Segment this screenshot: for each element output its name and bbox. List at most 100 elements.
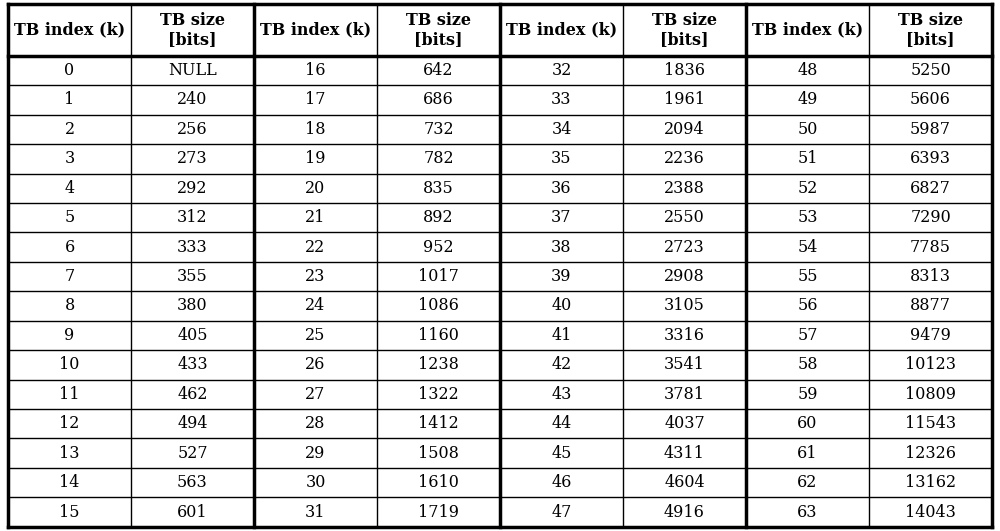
Bar: [131, 174, 254, 203]
Bar: [869, 409, 992, 439]
Text: 380: 380: [177, 297, 208, 314]
Text: 38: 38: [551, 238, 572, 255]
Bar: [623, 468, 746, 498]
Text: TB size
[bits]: TB size [bits]: [898, 12, 963, 48]
Bar: [623, 262, 746, 292]
Text: 5606: 5606: [910, 91, 951, 108]
Bar: [131, 498, 254, 527]
Bar: [8, 350, 131, 380]
Bar: [131, 439, 254, 468]
Text: 1610: 1610: [418, 474, 459, 491]
Bar: [254, 4, 377, 56]
Text: 13: 13: [59, 444, 80, 461]
Bar: [131, 144, 254, 174]
Text: 10809: 10809: [905, 386, 956, 403]
Text: 7290: 7290: [910, 209, 951, 226]
Text: 59: 59: [797, 386, 818, 403]
Bar: [377, 292, 500, 321]
Text: 10: 10: [59, 356, 80, 373]
Text: 20: 20: [305, 179, 326, 196]
Text: 34: 34: [551, 121, 572, 138]
Bar: [500, 85, 623, 115]
Text: 47: 47: [551, 503, 572, 520]
Text: 51: 51: [797, 150, 818, 167]
Bar: [131, 350, 254, 380]
Bar: [254, 292, 377, 321]
Bar: [8, 4, 131, 56]
Bar: [869, 439, 992, 468]
Bar: [869, 350, 992, 380]
Text: 8: 8: [64, 297, 75, 314]
Bar: [869, 85, 992, 115]
Bar: [623, 174, 746, 203]
Text: 782: 782: [423, 150, 454, 167]
Bar: [8, 174, 131, 203]
Bar: [377, 174, 500, 203]
Bar: [869, 4, 992, 56]
Text: 44: 44: [551, 415, 572, 432]
Bar: [500, 498, 623, 527]
Text: 12: 12: [59, 415, 80, 432]
Text: 355: 355: [177, 268, 208, 285]
Bar: [623, 115, 746, 144]
Text: 3: 3: [64, 150, 75, 167]
Text: 4604: 4604: [664, 474, 705, 491]
Bar: [377, 498, 500, 527]
Bar: [254, 262, 377, 292]
Bar: [869, 115, 992, 144]
Bar: [869, 203, 992, 233]
Bar: [254, 115, 377, 144]
Text: 28: 28: [305, 415, 326, 432]
Text: 0: 0: [64, 62, 75, 79]
Text: 601: 601: [177, 503, 208, 520]
Text: 1017: 1017: [418, 268, 459, 285]
Text: 2908: 2908: [664, 268, 705, 285]
Bar: [869, 321, 992, 350]
Bar: [131, 233, 254, 262]
Text: 1086: 1086: [418, 297, 459, 314]
Bar: [869, 380, 992, 409]
Bar: [623, 380, 746, 409]
Bar: [377, 144, 500, 174]
Text: 52: 52: [797, 179, 818, 196]
Text: 29: 29: [305, 444, 326, 461]
Bar: [8, 468, 131, 498]
Text: 4037: 4037: [664, 415, 705, 432]
Bar: [500, 203, 623, 233]
Bar: [746, 174, 869, 203]
Bar: [500, 144, 623, 174]
Bar: [623, 409, 746, 439]
Bar: [8, 85, 131, 115]
Text: 56: 56: [797, 297, 818, 314]
Bar: [8, 233, 131, 262]
Text: TB size
[bits]: TB size [bits]: [160, 12, 225, 48]
Bar: [746, 350, 869, 380]
Text: 952: 952: [423, 238, 454, 255]
Text: 3316: 3316: [664, 327, 705, 344]
Text: 5250: 5250: [910, 62, 951, 79]
Bar: [254, 203, 377, 233]
Bar: [869, 468, 992, 498]
Text: 49: 49: [797, 91, 818, 108]
Text: 9: 9: [64, 327, 75, 344]
Text: 1836: 1836: [664, 62, 705, 79]
Text: 32: 32: [551, 62, 572, 79]
Bar: [8, 380, 131, 409]
Bar: [869, 174, 992, 203]
Bar: [254, 380, 377, 409]
Bar: [377, 85, 500, 115]
Bar: [254, 144, 377, 174]
Text: 6827: 6827: [910, 179, 951, 196]
Bar: [131, 85, 254, 115]
Text: 462: 462: [177, 386, 208, 403]
Text: 61: 61: [797, 444, 818, 461]
Text: 60: 60: [797, 415, 818, 432]
Bar: [500, 233, 623, 262]
Text: 1508: 1508: [418, 444, 459, 461]
Text: 892: 892: [423, 209, 454, 226]
Bar: [8, 203, 131, 233]
Bar: [500, 350, 623, 380]
Text: 240: 240: [177, 91, 208, 108]
Text: 40: 40: [551, 297, 572, 314]
Bar: [623, 321, 746, 350]
